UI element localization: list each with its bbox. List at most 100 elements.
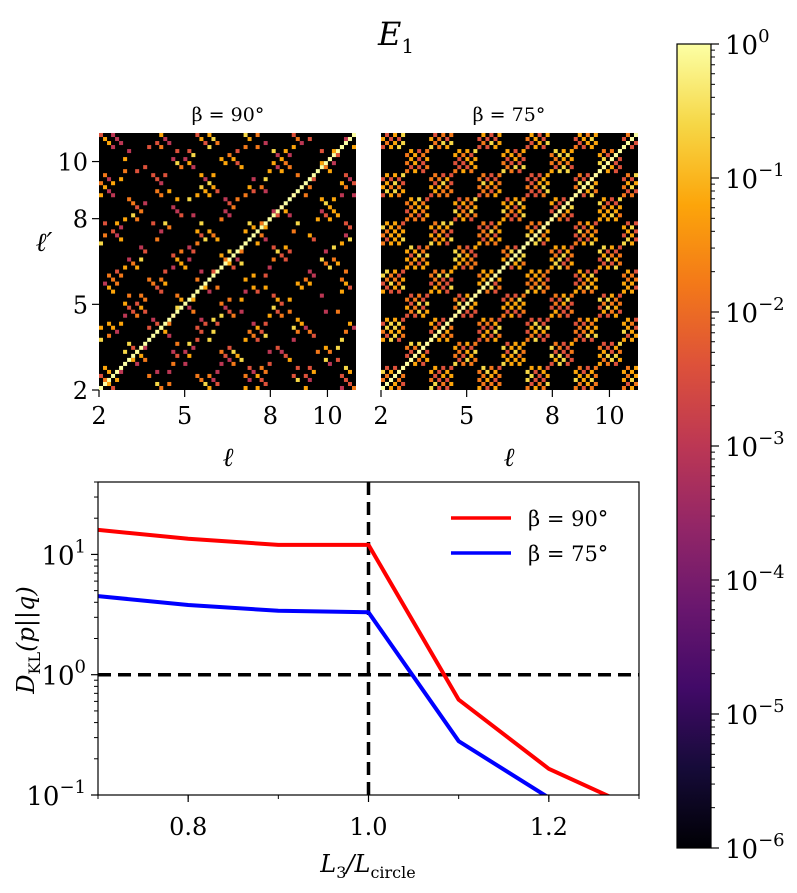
heatmap-xtick-label: 2 [91,402,106,430]
heatmap-cell [295,137,300,142]
heatmap-cell [589,185,594,190]
heatmap-cell [477,233,482,238]
heatmap-cell [473,165,478,170]
heatmap-cell [605,313,610,318]
heatmap-cell [549,313,554,318]
heatmap-cell [509,353,514,358]
heatmap-cell [171,253,176,258]
heatmap-cell [227,201,232,206]
heatmap-cell [573,337,578,342]
heatmap-cell [291,133,296,138]
heatmap-cell [163,221,168,226]
heatmap-cell [299,141,304,146]
heatmap-diagonal-cell [339,145,344,150]
heatmap-cell [207,229,212,234]
heatmap-cell [401,229,406,234]
heatmap-cell [553,245,558,250]
heatmap-diagonal-cell [617,149,622,154]
heatmap-cell [549,249,554,254]
heatmap-diagonal-cell [167,317,172,322]
heatmap-cell [393,237,398,242]
heatmap-cell [401,325,406,330]
heatmap-cell [271,209,276,214]
heatmap-cell [385,229,390,234]
heatmap-cell [405,297,410,302]
heatmap-cell [489,141,494,146]
heatmap-cell [633,277,638,282]
heatmap-cell [279,301,284,306]
heatmap-cell [119,321,124,326]
heatmap-cell [385,365,390,370]
heatmap-cell [299,285,304,290]
heatmap-cell [239,297,244,302]
heatmap-cell [585,365,590,370]
heatmap-cell [429,377,434,382]
heatmap-cell [343,137,348,142]
heatmap-diagonal-cell [401,365,406,370]
heatmap-cell [389,185,394,190]
heatmap-diagonal-cell [537,229,542,234]
heatmap-cell [389,337,394,342]
heatmap-cell [263,237,268,242]
heatmap-cell [537,237,542,242]
heatmap-cell [425,197,430,202]
heatmap-cell [489,189,494,194]
colorbar-tick-label: 10−5 [725,696,785,731]
heatmap-cell [111,289,116,294]
heatmap-cell [405,305,410,310]
heatmap-cell [405,161,410,166]
heatmap-cell [477,281,482,286]
heatmap-cell [605,257,610,262]
heatmap-cell [585,133,590,138]
heatmap-cell [385,333,390,338]
heatmap-cell [203,189,208,194]
heatmap-cell [541,137,546,142]
line-ytick-label: 100 [41,657,86,692]
heatmap-cell [199,221,204,226]
heatmap-cell [565,345,570,350]
heatmap-cell [601,261,606,266]
heatmap-cell [199,173,204,178]
heatmap-cell [597,305,602,310]
heatmap-cell [295,173,300,178]
heatmap-cell [617,157,622,162]
heatmap-cell [243,289,248,294]
heatmap-cell [343,329,348,334]
heatmap-cell [469,257,474,262]
heatmap-cell [521,349,526,354]
heatmap-cell [561,309,566,314]
heatmap-cell [473,157,478,162]
heatmap-cell [493,185,498,190]
heatmap-diagonal-cell [561,205,566,210]
heatmap-cell [609,309,614,314]
heatmap-cell [103,233,108,238]
heatmap-cell [473,197,478,202]
heatmap-cell [597,201,602,206]
heatmap-cell [529,381,534,386]
heatmap-cell [445,137,450,142]
heatmap-cell [517,353,522,358]
line-ytick-label: 101 [41,536,86,571]
heatmap-cell [497,237,502,242]
heatmap-diagonal-cell [287,197,292,202]
heatmap-diagonal-cell [111,373,116,378]
heatmap-cell [489,325,494,330]
heatmap-cell [223,209,228,214]
series-line-0 [98,527,611,795]
heatmap-cell [485,385,490,390]
heatmap-diagonal-cell [319,165,324,170]
heatmap-cell [513,261,518,266]
heatmap-cell [585,317,590,322]
heatmap-cell [389,233,394,238]
heatmap-cell [577,277,582,282]
heatmap-cell [493,137,498,142]
heatmap-cell [529,277,534,282]
heatmap-cell [167,333,172,338]
heatmap-diagonal-cell [493,273,498,278]
heatmap-cell [529,221,534,226]
heatmap-cell [529,173,534,178]
heatmap-cell [179,165,184,170]
heatmap-cell [549,169,554,174]
heatmap-cell [509,297,514,302]
heatmap-cell [445,225,450,230]
